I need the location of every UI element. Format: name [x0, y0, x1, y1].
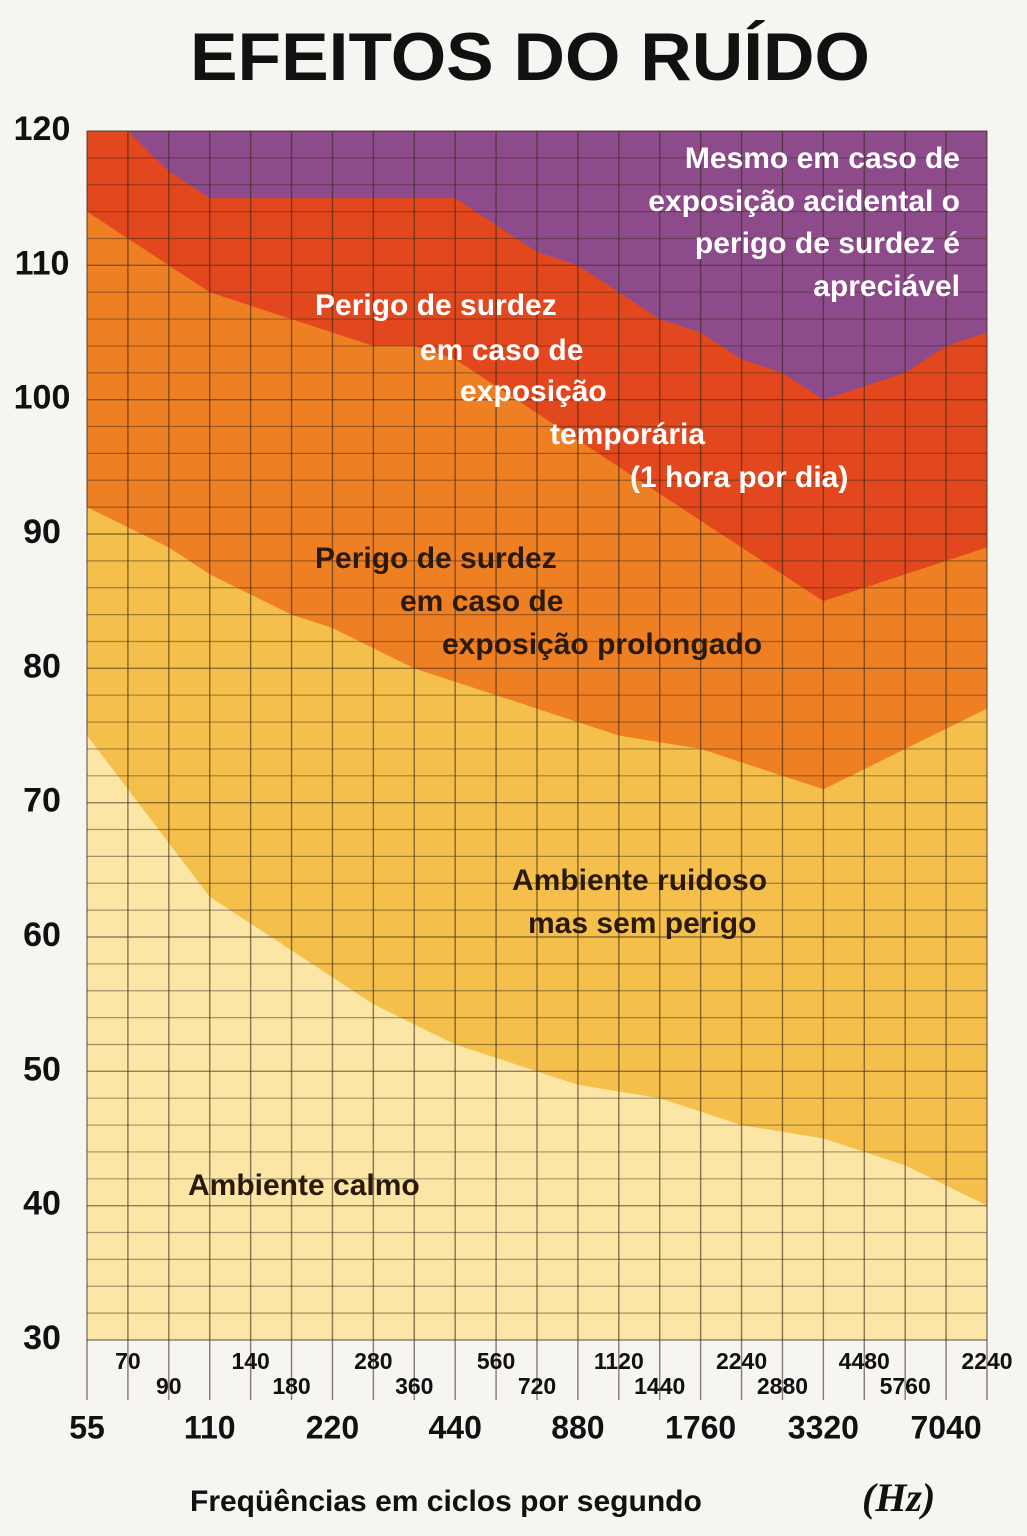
- region-label: Mesmo em caso de: [685, 142, 960, 175]
- y-tick-label: 50: [23, 1050, 61, 1088]
- area: [87, 735, 987, 1340]
- chart-title: EFEITOS DO RUÍDO: [190, 19, 870, 95]
- y-tick-label: 40: [23, 1185, 61, 1223]
- x-tick-label: 880: [551, 1409, 604, 1445]
- region-label: Perigo de surdez: [315, 289, 557, 322]
- region-label: Ambiente ruidoso: [512, 864, 767, 897]
- x-tick-label: 560: [477, 1348, 515, 1374]
- region-label: exposição prolongado: [442, 628, 762, 661]
- x-tick-label: 2240: [961, 1348, 1012, 1374]
- y-tick-label: 90: [23, 513, 61, 551]
- x-tick-label: 4480: [839, 1348, 890, 1374]
- y-tick-label: 110: [15, 244, 70, 282]
- x-tick-label: 360: [395, 1373, 433, 1399]
- region-label: em caso de: [400, 585, 563, 618]
- region-label: exposição: [460, 375, 607, 408]
- region-label: apreciável: [813, 270, 960, 303]
- region-label: Ambiente calmo: [188, 1169, 420, 1202]
- x-tick-label: 2880: [757, 1373, 808, 1399]
- x-tick-label: 1120: [594, 1348, 644, 1374]
- x-tick-label: 280: [354, 1348, 392, 1374]
- y-tick-label: 100: [14, 379, 71, 417]
- x-tick-label: 70: [115, 1348, 141, 1374]
- x-axis-label: Freqüências em ciclos por segundo: [190, 1485, 702, 1518]
- x-tick-label: 2240: [716, 1348, 767, 1374]
- region-label: Perigo de surdez: [315, 542, 557, 575]
- x-tick-label: 1440: [634, 1373, 685, 1399]
- x-tick-label: 220: [306, 1409, 359, 1445]
- y-tick-label: 30: [23, 1319, 61, 1357]
- y-tick-label: 70: [23, 782, 61, 820]
- x-tick-label: 55: [69, 1409, 105, 1445]
- region-label: temporária: [550, 418, 705, 451]
- x-tick-label: 140: [231, 1348, 269, 1374]
- region-label: em caso de: [420, 334, 583, 367]
- x-tick-label: 1760: [665, 1409, 736, 1445]
- x-tick-label: 440: [428, 1409, 481, 1445]
- x-tick-label: 180: [272, 1373, 310, 1399]
- y-tick-label: 120: [14, 110, 71, 148]
- x-tick-label: 3320: [788, 1409, 859, 1445]
- x-tick-label: 720: [518, 1373, 556, 1399]
- x-tick-label: 5760: [880, 1373, 931, 1399]
- x-tick-label: 90: [156, 1373, 182, 1399]
- region-label: mas sem perigo: [528, 907, 756, 940]
- x-tick-label: 110: [184, 1409, 236, 1445]
- region-label: (1 hora por dia): [630, 461, 848, 494]
- x-tick-label: 7040: [910, 1409, 981, 1445]
- y-tick-label: 80: [23, 647, 61, 685]
- region-label: exposição acidental o: [648, 185, 960, 218]
- x-annotation: (Hz): [862, 1475, 935, 1520]
- region-label: perigo de surdez é: [695, 227, 960, 260]
- y-tick-label: 60: [23, 916, 61, 954]
